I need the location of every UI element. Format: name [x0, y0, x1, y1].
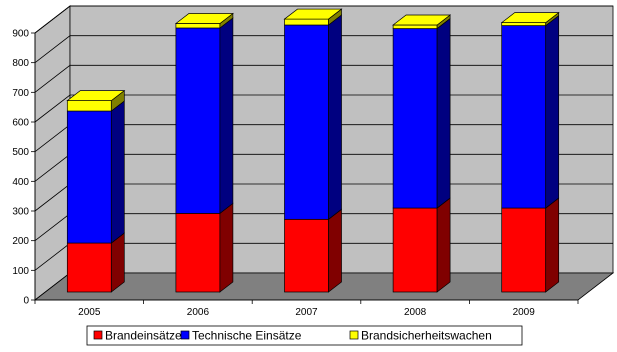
legend: Brandeinsätze Technische Einsätze Brandsic… — [86, 325, 523, 346]
y-tick-label: 500 — [12, 147, 29, 158]
bar-side-Technische Einsätze-2008 — [436, 17, 451, 209]
gridline — [34, 5, 613, 34]
bar-Technische Einsätze-2008 — [392, 28, 438, 209]
bar-top-2005 — [66, 90, 126, 102]
bar-side-Technische Einsätze-2007 — [328, 14, 342, 221]
legend-box — [86, 325, 523, 346]
legend-label: Brandeinsätze — [105, 329, 182, 343]
bar-Brandsicherheitswachen-2007 — [284, 18, 329, 26]
x-tick-label: 2007 — [295, 307, 318, 318]
y-tick-label: 600 — [12, 118, 29, 129]
bar-side-Technische Einsätze-2006 — [219, 17, 234, 215]
bar-Brandeinsätze-2007 — [284, 218, 329, 293]
bar-side-Brandeinsätze-2006 — [219, 202, 234, 293]
x-tick-label: 2006 — [187, 307, 210, 318]
bar-Brandsicherheitswachen-2006 — [175, 23, 221, 29]
legend-swatch — [349, 330, 359, 340]
bar-top-2009 — [500, 12, 560, 23]
legend-label: Brandsicherheitswachen — [361, 329, 492, 343]
bar-Brandeinsätze-2008 — [392, 207, 438, 293]
y-tick-label: 200 — [12, 236, 29, 247]
bar-Brandsicherheitswachen-2008 — [392, 24, 438, 29]
bar-side-Brandeinsätze-2007 — [328, 208, 342, 293]
y-tick-label: 400 — [12, 177, 29, 188]
y-tick-label: 800 — [12, 58, 29, 69]
legend-swatch — [180, 330, 190, 340]
bar-side-Technische Einsätze-2005 — [110, 100, 125, 244]
bars — [66, 8, 560, 293]
bar-top-2008 — [392, 14, 452, 26]
bar-Technische Einsätze-2006 — [175, 27, 221, 214]
x-tick-label: 2009 — [513, 307, 536, 318]
bar-Brandsicherheitswachen-2009 — [501, 22, 547, 26]
side-wall — [34, 5, 71, 301]
bar-Brandeinsätze-2006 — [175, 213, 221, 293]
bar-Technische Einsätze-2009 — [501, 25, 547, 209]
y-tick-label: 0 — [23, 296, 29, 307]
bar-Brandeinsätze-2009 — [501, 207, 547, 293]
bar-Brandeinsätze-2005 — [66, 242, 112, 293]
y-tick-label: 300 — [12, 207, 29, 218]
legend-label: Technische Einsätze — [192, 329, 302, 343]
y-tick-label: 900 — [12, 29, 29, 40]
y-tick-label: 100 — [12, 266, 29, 277]
bar-Brandsicherheitswachen-2005 — [66, 100, 112, 112]
bar-side-Brandeinsätze-2008 — [436, 197, 451, 293]
bar-top-2006 — [174, 13, 234, 24]
bar-side-Technische Einsätze-2009 — [545, 14, 560, 209]
y-tick-label: 700 — [12, 88, 29, 99]
bar-top-2007 — [283, 8, 343, 20]
x-tick-label: 2008 — [404, 307, 427, 318]
bar-side-Brandeinsätze-2009 — [545, 197, 560, 293]
axes: 0 100 200 300 400 500 600 700 800 900 2005 2006 2007… — [12, 29, 579, 318]
x-tick-label: 2005 — [78, 307, 101, 318]
legend-swatch — [93, 330, 103, 340]
bar-Technische Einsätze-2007 — [284, 24, 329, 220]
bar-Technische Einsätze-2005 — [66, 110, 112, 244]
